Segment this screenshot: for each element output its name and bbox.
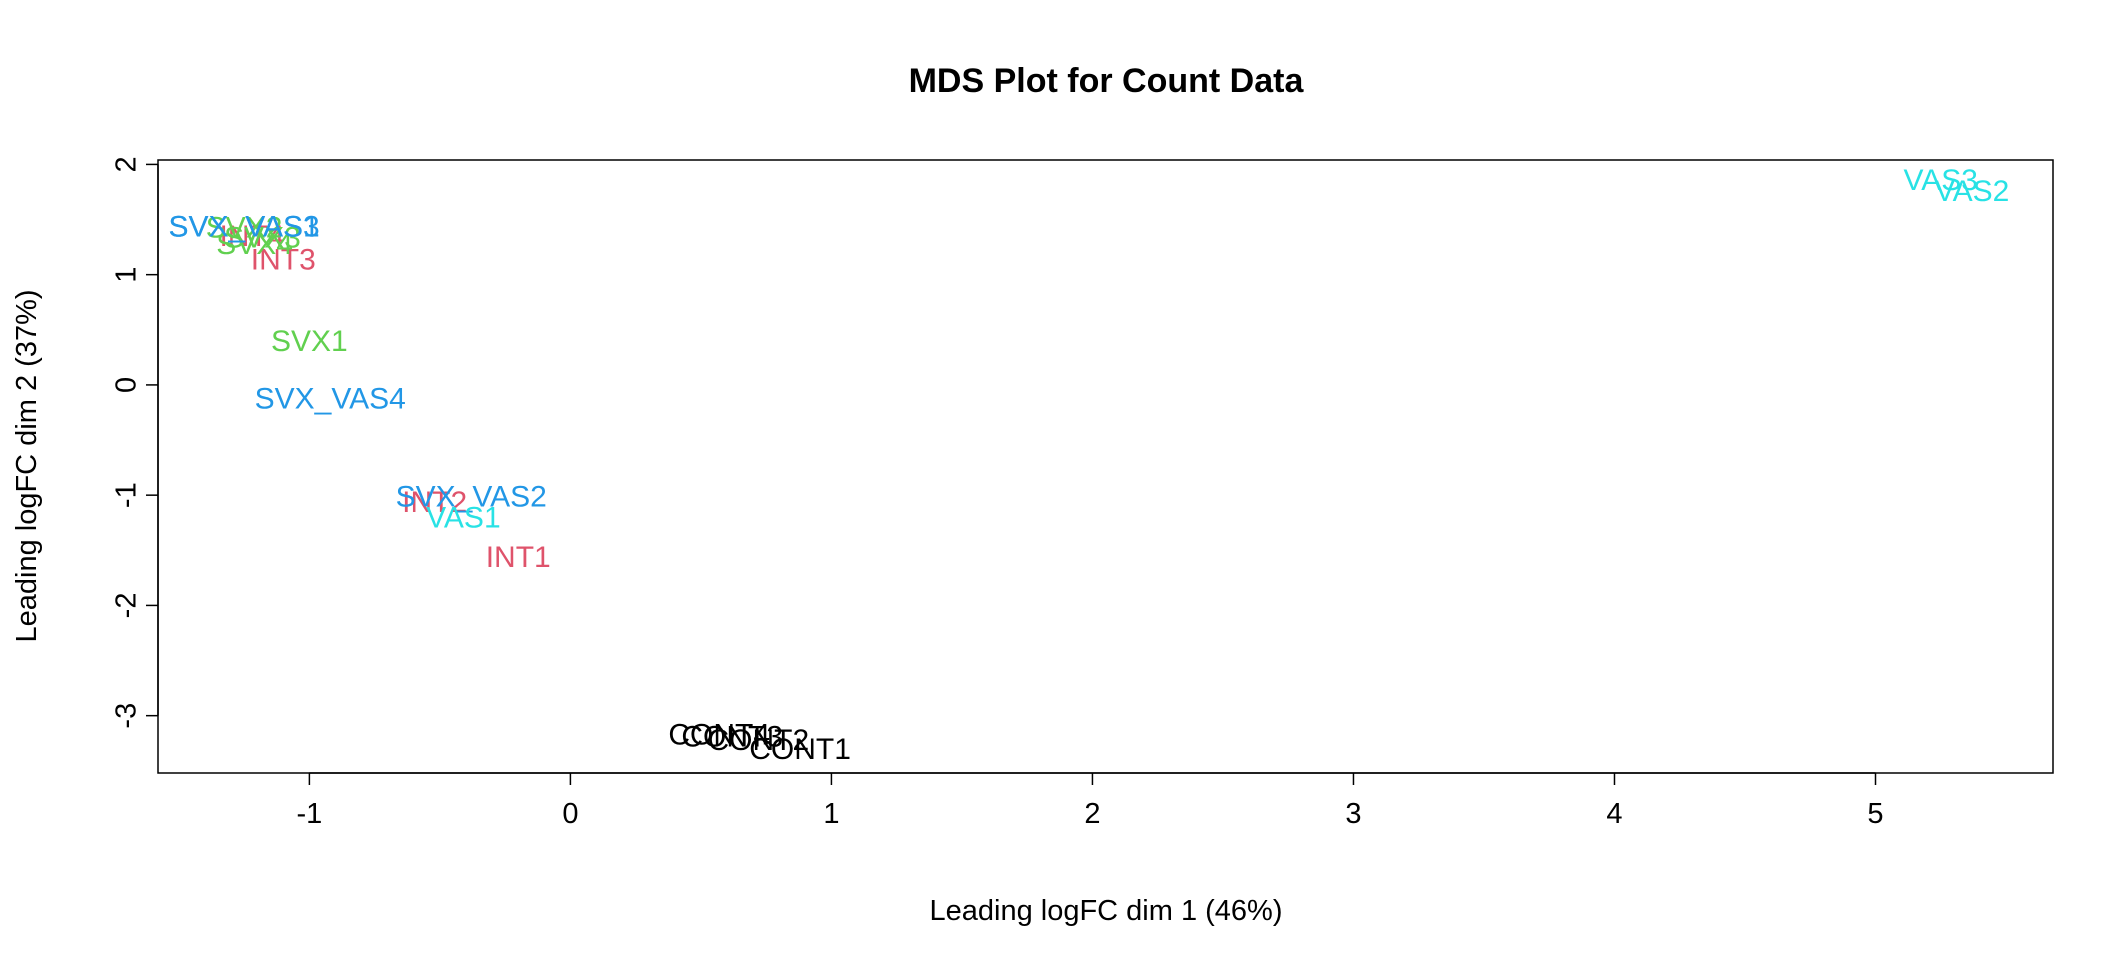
point-label-svx-vas2: SVX_VAS2 [396,480,547,513]
point-label-vas1: VAS1 [426,501,501,534]
y-tick-label: -1 [111,482,143,508]
point-label-cont3: CONT3 [681,721,783,754]
x-tick-label: 5 [1867,798,1883,830]
point-label-int1: INT1 [486,541,551,574]
point-label-cont4: CONT4 [668,719,770,752]
point-label-vas3: VAS3 [1904,164,1979,197]
point-label-int2: INT2 [402,486,467,519]
point-label-svx3: SVX3 [224,221,301,254]
x-tick-label: 2 [1084,798,1100,830]
y-tick-label: -3 [111,703,143,729]
point-label-svx-vas3: SVX_VAS3 [169,210,320,243]
point-label-cont2: CONT2 [708,724,810,757]
point-label-svx-vas1: SVX_VAS1 [169,210,320,243]
x-tick-label: 3 [1345,798,1361,830]
point-label-svx2: SVX2 [206,211,283,244]
y-tick-label: -2 [111,593,143,619]
chart-title: MDS Plot for Count Data [909,62,1305,100]
x-tick-label: 0 [562,798,578,830]
x-axis: -1 0 1 2 3 4 5 [296,772,1884,830]
point-label-int4: INT4 [219,220,284,253]
point-label-svx4: SVX4 [216,228,293,261]
plot-frame [157,159,2054,774]
y-axis-label: Leading logFC dim 2 (37%) [11,289,43,642]
point-label-svx-vas4: SVX_VAS4 [255,382,406,415]
x-tick-label: 1 [823,798,839,830]
point-label-vas2: VAS2 [1935,175,2010,208]
point-label-cont1: CONT1 [749,733,851,766]
point-label-svx1: SVX1 [271,325,348,358]
y-tick-label: 0 [111,377,143,393]
point-label-int3: INT3 [251,243,316,276]
y-tick-label: 2 [111,156,143,172]
x-axis-label: Leading logFC dim 1 (46%) [929,895,1282,927]
x-tick-label: -1 [296,798,322,830]
y-tick-label: 1 [111,267,143,283]
y-axis: -3 -2 -1 0 1 2 [111,156,159,729]
x-tick-label: 4 [1606,798,1622,830]
